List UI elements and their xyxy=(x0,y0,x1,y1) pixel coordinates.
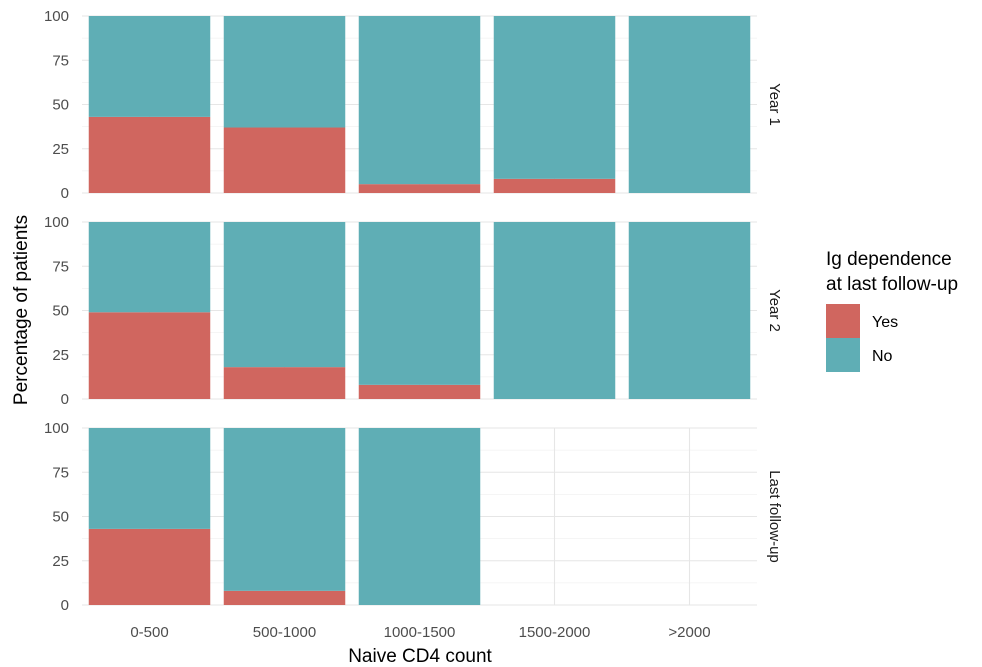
y-axis-title: Percentage of patients xyxy=(11,215,32,405)
bar-yes xyxy=(88,528,211,605)
legend-label-no: No xyxy=(872,348,893,365)
y-tick-label: 0 xyxy=(61,185,69,202)
x-tick-label: 1000-1500 xyxy=(384,624,456,641)
bar-yes xyxy=(223,590,346,605)
facet-strip-label: Year 2 xyxy=(766,289,783,332)
x-tick-label: >2000 xyxy=(668,624,710,641)
y-tick-label: 0 xyxy=(61,597,69,614)
y-tick-label: 25 xyxy=(52,553,69,570)
bar-no xyxy=(628,16,751,193)
y-tick-label: 25 xyxy=(52,347,69,364)
bar-yes xyxy=(88,116,211,193)
y-tick-label: 50 xyxy=(52,509,69,526)
bar-yes xyxy=(223,367,346,399)
facet-strip-label: Year 1 xyxy=(766,83,783,126)
y-tick-label: 50 xyxy=(52,303,69,320)
bar-yes xyxy=(358,184,481,193)
bar-yes xyxy=(88,312,211,399)
y-tick-label: 25 xyxy=(52,141,69,158)
bar-no xyxy=(358,16,481,185)
y-tick-label: 100 xyxy=(44,8,69,25)
tick-layer: 0 25 50 75 100 0 25 50 75 100 0 25 50 75 100 0-500 500-1… xyxy=(44,8,711,641)
legend: Ig dependence at last follow-up Yes No xyxy=(826,249,958,372)
y-tick-label: 75 xyxy=(52,52,69,69)
bar-no xyxy=(88,428,211,529)
y-tick-label: 75 xyxy=(52,464,69,481)
x-tick-label: 0-500 xyxy=(130,624,168,641)
y-tick-label: 100 xyxy=(44,420,69,437)
bar-no xyxy=(628,222,751,399)
bar-no xyxy=(493,222,616,399)
facet-strip-label: Last follow-up xyxy=(766,470,783,563)
legend-title-line-2: at last follow-up xyxy=(826,274,958,295)
bar-no xyxy=(223,222,346,368)
legend-swatch-no xyxy=(826,338,860,372)
y-tick-label: 75 xyxy=(52,258,69,275)
bar-no xyxy=(88,16,211,117)
bar-no xyxy=(358,428,481,605)
x-axis-title: Naive CD4 count xyxy=(348,646,492,667)
bar-yes xyxy=(223,127,346,193)
y-tick-label: 100 xyxy=(44,214,69,231)
x-tick-label: 500-1000 xyxy=(253,624,316,641)
strip-layer: Year 1 Year 2 Last follow-up xyxy=(766,83,783,563)
bar-no xyxy=(493,16,616,179)
legend-swatch-yes xyxy=(826,304,860,338)
bar-layer xyxy=(88,16,751,605)
bar-no xyxy=(223,16,346,128)
y-tick-label: 0 xyxy=(61,391,69,408)
bar-no xyxy=(358,222,481,385)
bar-no xyxy=(223,428,346,591)
legend-title-line-1: Ig dependence xyxy=(826,249,952,270)
x-tick-label: 1500-2000 xyxy=(519,624,591,641)
y-tick-label: 50 xyxy=(52,97,69,114)
bar-yes xyxy=(493,178,616,193)
bar-yes xyxy=(358,384,481,399)
bar-no xyxy=(88,222,211,313)
legend-label-yes: Yes xyxy=(872,314,898,331)
